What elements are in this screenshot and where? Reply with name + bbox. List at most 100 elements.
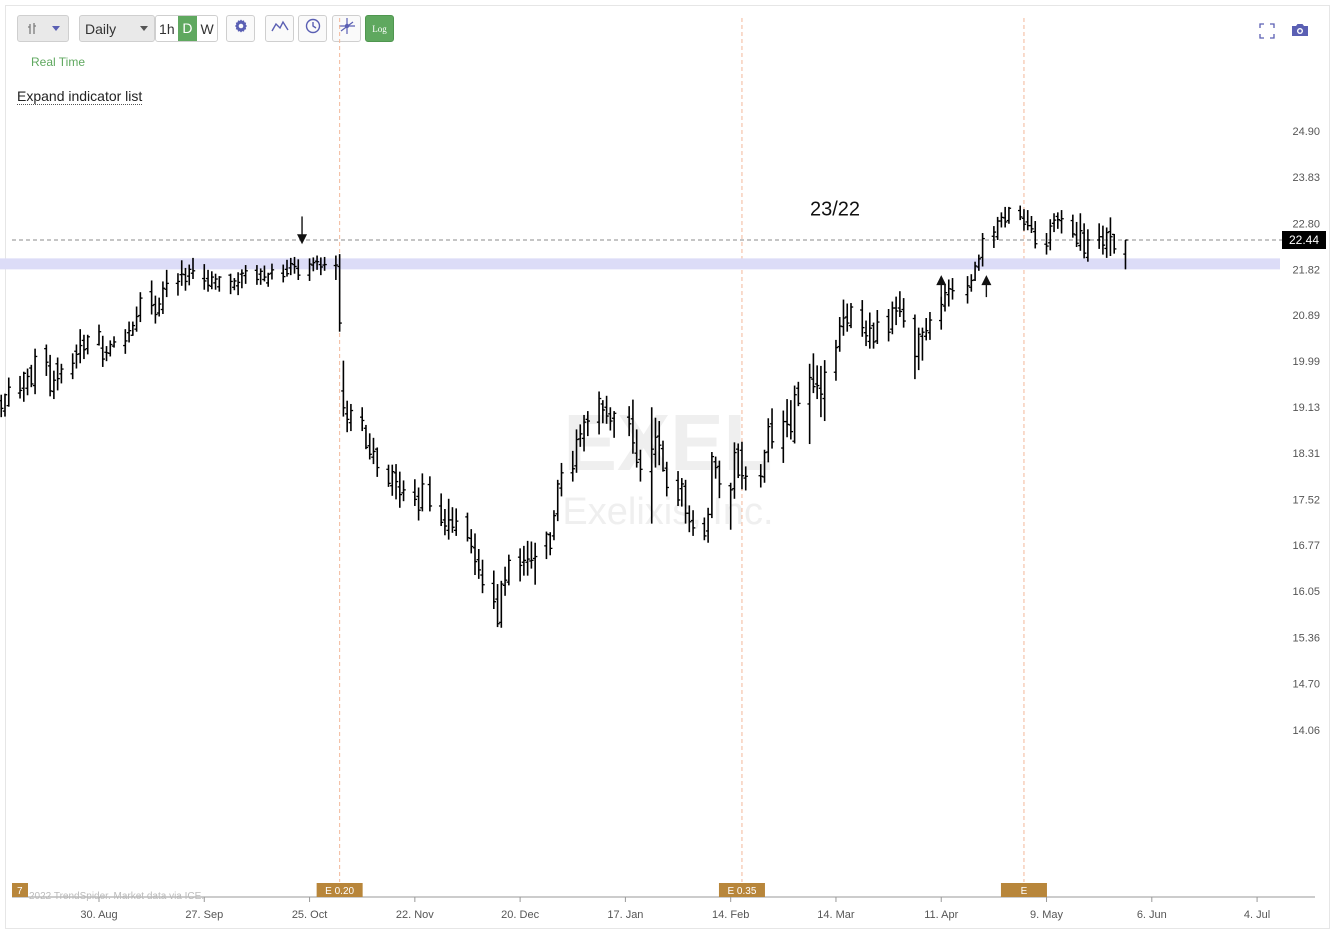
ohlc-bar: [390, 464, 395, 496]
up-arrow: [936, 275, 947, 298]
ohlc-bar: [29, 364, 34, 388]
x-tick-label: 20. Dec: [501, 909, 539, 921]
ohlc-bar: [732, 442, 737, 499]
y-tick-label: 16.77: [1292, 540, 1320, 552]
clock-icon: [305, 18, 321, 39]
arrow-head: [981, 275, 992, 286]
ohlc-bar: [476, 548, 481, 579]
ohlc-bar: [1033, 221, 1038, 249]
ohlc-bar: [784, 399, 790, 438]
realtime-label: Real Time: [31, 55, 86, 69]
ohlc-bar: [841, 299, 846, 336]
ohlc-bar: [630, 399, 636, 454]
ohlc-bar: [1025, 210, 1030, 231]
ohlc-bar: [1002, 206, 1008, 228]
settings-button[interactable]: [226, 15, 255, 42]
ohlc-bar: [653, 417, 658, 468]
interval-button-w[interactable]: W: [200, 20, 214, 37]
ohlc-bar: [1059, 210, 1064, 234]
copyright-text: 2022 TrendSpider. Market data via ICE.: [29, 891, 204, 902]
indicators-button[interactable]: [265, 15, 294, 42]
ohlc-bar: [296, 259, 301, 280]
ohlc-bar: [205, 269, 211, 292]
interval-select[interactable]: Daily: [79, 15, 155, 42]
ohlc-bar: [138, 292, 143, 323]
y-tick-label: 14.06: [1292, 725, 1320, 737]
ohlc-bar: [78, 329, 83, 364]
ohlc-bar: [360, 407, 365, 432]
ohlc-bar: [626, 406, 632, 437]
ohlc-bar: [690, 510, 696, 536]
earnings-marker-label: 7: [17, 886, 23, 897]
ohlc-bar: [262, 265, 267, 282]
ohlc-bar: [1006, 206, 1012, 224]
ohlc-bar: [600, 400, 606, 424]
ohlc-bar: [1078, 213, 1083, 251]
expand-indicator-list[interactable]: Expand indicator list: [17, 88, 143, 105]
ohlc-bar: [551, 510, 557, 541]
ohlc-bar: [814, 365, 820, 400]
bar-type-selector[interactable]: [17, 15, 69, 42]
y-tick-label: 21.82: [1292, 264, 1320, 276]
ohlc-bar: [126, 321, 132, 343]
ohlc-bar: [491, 570, 496, 610]
interval-button-1h[interactable]: 1h: [159, 20, 175, 37]
ohlc-bar: [164, 269, 169, 298]
time-button[interactable]: [298, 15, 327, 42]
log-scale-button[interactable]: Log: [365, 15, 394, 42]
camera-icon[interactable]: [1291, 22, 1309, 38]
ohlc-bar: [596, 391, 602, 435]
ohlc-bar: [344, 400, 350, 433]
ohlc-bar: [183, 267, 188, 291]
ohlc-bars-icon: [26, 22, 42, 36]
ohlc-bar: [469, 529, 474, 554]
ohlc-bar: [927, 312, 933, 340]
ohlc-bar: [228, 273, 233, 295]
watermark-company: Exelixis, Inc.: [562, 491, 773, 533]
ohlc-bar: [232, 278, 237, 291]
ohlc-bar: [634, 429, 639, 468]
y-tick-label: 23.83: [1292, 172, 1320, 184]
x-tick-label: 17. Jan: [607, 909, 643, 921]
ohlc-bar: [1048, 219, 1053, 251]
earnings-marker-label: E: [1021, 886, 1028, 897]
ohlc-bar: [190, 257, 196, 280]
ohlc-bar: [581, 414, 587, 452]
interval-button-d[interactable]: D: [177, 16, 198, 41]
ohlc-bar: [728, 482, 733, 530]
ohlc-bar: [871, 322, 876, 349]
crosshair-button[interactable]: [332, 15, 361, 42]
ohlc-bar: [502, 566, 508, 596]
ohlc-bar: [269, 263, 275, 280]
ohlc-bar: [123, 329, 128, 354]
watermark-ticker: EXEL: [564, 398, 773, 487]
crosshair-icon: [338, 17, 356, 40]
ohlc-bar: [1051, 213, 1057, 233]
ohlc-bar: [532, 542, 538, 585]
earnings-marker: E: [1000, 883, 1047, 897]
ohlc-bar: [337, 254, 342, 332]
fullscreen-icon[interactable]: [1259, 23, 1275, 39]
ohlc-bar: [548, 532, 553, 556]
ohlc-bar: [70, 353, 75, 380]
ohlc-bar: [202, 264, 207, 290]
ohlc-bar: [235, 272, 241, 296]
ohlc-bar: [217, 276, 222, 292]
chevron-down-icon: [52, 26, 60, 31]
ohlc-bar: [717, 460, 722, 499]
ohlc-bar: [1021, 209, 1027, 231]
ohlc-bar: [156, 297, 162, 317]
ohlc-bar: [818, 365, 824, 418]
ohlc-bar: [1055, 212, 1060, 229]
ohlc-bar: [863, 320, 869, 347]
gear-icon: [233, 18, 249, 39]
ohlc-bar: [886, 309, 891, 342]
x-tick-label: 6. Jun: [1137, 909, 1167, 921]
ohlc-bar: [709, 452, 715, 519]
ohlc-bar: [96, 324, 102, 346]
ohlc-bar: [17, 375, 23, 399]
ohlc-bar: [942, 284, 948, 312]
ohlc-bar: [991, 226, 997, 248]
ohlc-bar: [837, 317, 842, 352]
ohlc-bar: [187, 264, 192, 286]
